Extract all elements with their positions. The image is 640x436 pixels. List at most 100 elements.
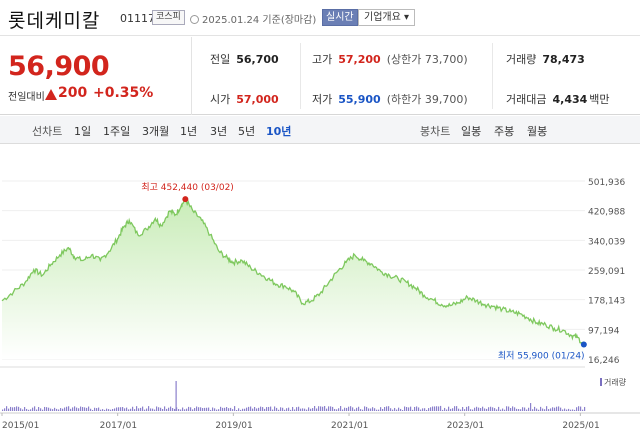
volume-bar	[60, 408, 62, 411]
period-10y[interactable]: 10년	[266, 125, 292, 138]
volume-bar	[330, 406, 332, 411]
y-tick-label: 16,246	[588, 356, 620, 366]
volume-bar	[560, 407, 562, 411]
volume-bar	[414, 406, 416, 411]
period-3y[interactable]: 3년	[210, 125, 228, 138]
volume-bar	[466, 406, 468, 411]
volume-bar	[308, 407, 310, 411]
min-label: 최저 55,900 (01/24)	[498, 350, 585, 361]
volume-bar	[460, 409, 462, 411]
volume-legend-label: 거래량	[604, 377, 627, 387]
corp-info-dropdown[interactable]: 기업개요 ▾	[358, 9, 415, 26]
volume-bar	[112, 408, 114, 411]
open-price: 시가 57,000	[210, 91, 279, 107]
price-chart-svg: 501,936 420,988 340,039 259,091 178,143 97,19…	[0, 178, 640, 431]
volume-bar	[530, 403, 532, 411]
x-tick-label: 2023/01	[447, 421, 484, 431]
volume-bar	[516, 408, 518, 411]
volume-bar	[16, 406, 18, 411]
y-tick-label: 501,936	[588, 178, 625, 188]
volume-bar	[130, 408, 132, 411]
volume-bar	[452, 408, 454, 411]
volume-bar	[58, 409, 60, 411]
stock-header: 롯데케미칼 011170 코스피 2025.01.24 기준(장마감) 실시간 …	[0, 0, 640, 36]
volume-bar	[364, 406, 366, 411]
price-line	[1, 196, 585, 345]
candle-monthly[interactable]: 월봉	[527, 125, 548, 138]
volume-bar	[412, 409, 414, 411]
volume-bar	[346, 407, 348, 411]
y-tick-label: 340,039	[588, 237, 625, 247]
volume-bar	[556, 406, 558, 411]
line-chart-label: 선차트	[32, 125, 63, 138]
volume-bar	[348, 406, 350, 411]
price-area	[2, 198, 584, 359]
volume-bar	[142, 406, 144, 411]
x-tick-label: 2019/01	[215, 421, 252, 431]
realtime-button[interactable]: 실시간	[322, 9, 358, 26]
divider	[300, 43, 301, 109]
volume-bar	[52, 409, 54, 411]
volume-bar	[226, 407, 228, 411]
y-tick-label: 178,143	[588, 297, 625, 307]
volume-bar	[264, 408, 266, 411]
volume-bar	[174, 408, 176, 411]
volume-bar	[444, 407, 446, 411]
volume-bar	[268, 406, 270, 411]
high-price: 고가 57,200 (상한가 73,700)	[312, 51, 468, 67]
volume-bar	[496, 409, 498, 411]
volume-bar	[456, 406, 458, 411]
volume-bar	[84, 407, 86, 411]
volume-bar	[162, 408, 164, 411]
period-1w[interactable]: 1주일	[103, 125, 131, 138]
volume-bar	[492, 407, 494, 411]
volume-bar	[564, 408, 566, 411]
candle-weekly[interactable]: 주봉	[494, 125, 515, 138]
volume-bar	[574, 409, 576, 411]
volume-bar	[260, 406, 262, 411]
period-1d[interactable]: 1일	[74, 125, 92, 138]
change-label: 전일대비	[8, 92, 45, 103]
volume-bar	[206, 407, 208, 411]
volume-bars	[2, 381, 586, 411]
volume-bar	[220, 406, 222, 411]
volume-value: 78,473	[542, 53, 585, 66]
period-1y[interactable]: 1년	[180, 125, 198, 138]
prev-close-value: 56,700	[236, 53, 279, 66]
volume-bar	[104, 409, 106, 411]
x-tick-label: 2015/01	[2, 421, 39, 431]
max-label: 최고 452,440 (03/02)	[141, 182, 233, 193]
volume-bar	[448, 406, 450, 411]
volume-bar	[396, 409, 398, 411]
volume-bar	[48, 407, 50, 411]
volume-bar	[178, 409, 180, 411]
volume-bar	[54, 407, 56, 411]
volume-bar	[580, 406, 582, 411]
volume-bar	[546, 406, 548, 411]
stock-code: 011170	[120, 12, 162, 25]
volume-bar	[172, 408, 174, 411]
volume-bar	[284, 409, 286, 411]
volume-bar	[200, 407, 202, 411]
period-5y[interactable]: 5년	[238, 125, 256, 138]
volume-bar	[288, 407, 290, 411]
volume-bar	[572, 409, 574, 411]
volume-bar	[434, 406, 436, 411]
period-3m[interactable]: 3개월	[142, 125, 170, 138]
volume-bar	[14, 407, 16, 411]
volume-bar	[566, 409, 568, 411]
volume-bar	[70, 408, 72, 411]
volume-bar	[438, 406, 440, 411]
candle-daily[interactable]: 일봉	[461, 125, 482, 138]
volume-bar	[422, 408, 424, 411]
current-price: 56,900	[8, 51, 110, 82]
volume-bar	[332, 406, 334, 411]
chart-toolbar: 선차트 1일 1주일 3개월 1년 3년 5년 10년 봉차트 일봉 주봉 월봉	[0, 116, 640, 144]
max-point	[182, 196, 189, 203]
volume-bar	[300, 408, 302, 411]
volume-bar	[262, 407, 264, 411]
amount-unit: 백만	[589, 93, 610, 106]
volume-bar	[128, 409, 130, 411]
volume-bar	[2, 409, 4, 411]
volume-bar	[472, 409, 474, 411]
